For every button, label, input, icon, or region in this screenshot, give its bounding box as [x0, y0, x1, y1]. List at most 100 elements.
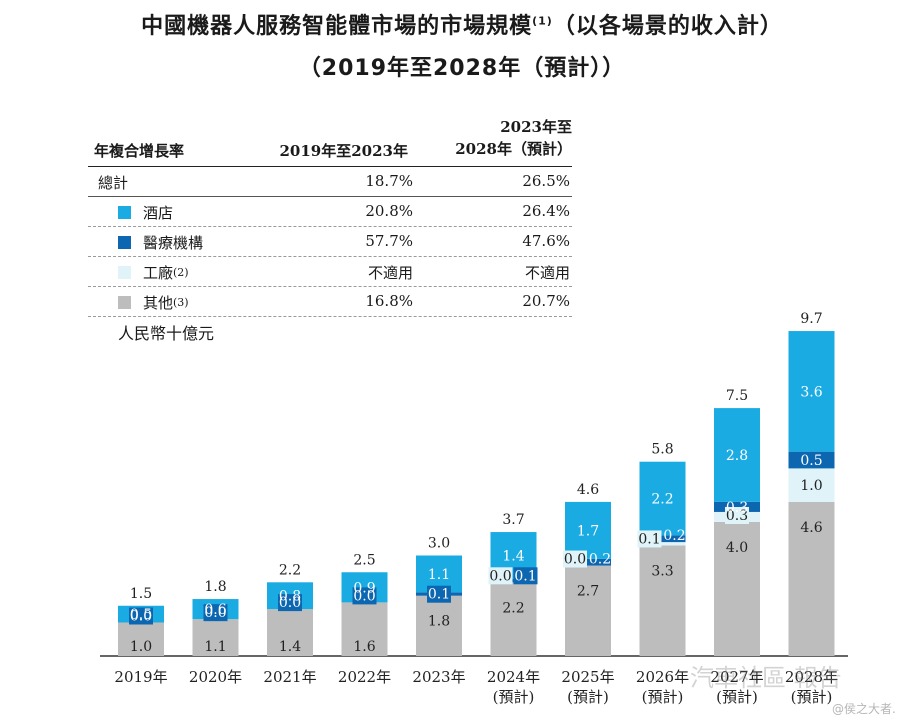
bar-segment-其他: [788, 501, 835, 656]
bar-segment-其他: [118, 622, 164, 656]
cagr-row-label: 醫療機構: [98, 232, 203, 253]
total-label: 1.8: [204, 579, 226, 595]
cagr-row: 總計 18.7% 26.5%: [88, 167, 572, 197]
value-label-其他: 1.6: [353, 639, 375, 655]
x-tick-label: (預計): [716, 688, 758, 706]
x-tick-label: 2028年: [785, 668, 838, 686]
value-label-其他: 3.3: [651, 563, 673, 579]
value-label-其他: 4.6: [800, 520, 822, 536]
cagr-row-label: 酒店: [98, 202, 173, 223]
cagr-row-label: 工廠 (2): [98, 262, 189, 283]
total-label: 5.8: [651, 442, 673, 458]
bar-segment-酒店: [788, 331, 835, 452]
cagr-row: 其他 (3) 16.8% 20.7%: [88, 287, 572, 317]
bar-segment-其他: [416, 595, 462, 656]
value-label-酒店: 1.7: [577, 523, 599, 539]
bar-segment-其他: [267, 609, 313, 656]
value-label-bg: [129, 607, 153, 625]
value-label-工廠: 0.3: [726, 508, 748, 524]
bar-segment-酒店: [565, 501, 611, 559]
cagr-value-2019-2023: 18.7%: [365, 172, 413, 190]
value-label-bg: [513, 567, 538, 585]
legend-swatch: [118, 266, 131, 279]
cagr-header: 年複合增長率 2019年至2023年 2023年至 2028年（預計）: [88, 112, 572, 166]
value-label-工廠: 1.0: [800, 478, 822, 494]
cagr-value-2019-2023: 57.7%: [365, 232, 413, 250]
cagr-value-2019-2023: 不適用: [367, 264, 413, 282]
cagr-value-2019-2023: 20.8%: [365, 202, 413, 220]
value-label-bg: [352, 587, 377, 605]
value-label-其他: 1.4: [279, 639, 301, 655]
bar-segment-工廠: [788, 468, 835, 502]
bar-segment-其他: [341, 602, 388, 656]
total-label: 2.2: [279, 562, 301, 578]
value-label-酒店: 2.8: [726, 448, 748, 464]
x-tick-label: 2027年: [710, 668, 763, 686]
bar-segment-酒店: [639, 461, 686, 536]
total-label: 2.5: [353, 552, 375, 568]
watermark-sub: @侯之大者.: [832, 702, 896, 716]
cagr-row: 酒店 20.8% 26.4%: [88, 197, 572, 227]
legend-swatch: [118, 236, 131, 249]
cagr-col1-header: 2019年至2023年: [279, 142, 409, 160]
bar-segment-其他: [192, 619, 239, 656]
x-tick-label: 2026年: [636, 668, 689, 686]
watermark: 汽車社區 報告: [690, 664, 842, 692]
legend-swatch: [118, 206, 131, 219]
x-tick-label: (預計): [642, 688, 684, 706]
value-label-酒店: 0.5: [130, 607, 152, 623]
total-label: 7.5: [726, 388, 748, 404]
x-tick-label: 2021年: [263, 668, 316, 686]
value-label-酒店: 1.4: [502, 549, 524, 565]
value-label-醫療機構: 0.3: [726, 500, 748, 516]
value-label-醫療機構: 0.0: [204, 605, 226, 621]
value-label-酒店: 2.2: [651, 492, 673, 508]
value-label-酒店: 0.6: [204, 602, 226, 618]
value-label-醫療機構: 0.2: [663, 528, 685, 544]
cagr-value-2023-2028: 20.7%: [522, 292, 570, 310]
value-label-醫療機構: 0.1: [514, 568, 536, 584]
cagr-row: 醫療機構 57.7% 47.6%: [88, 227, 572, 257]
unit-label: 人民幣十億元: [118, 324, 215, 343]
cagr-header-label: 年複合增長率: [94, 142, 185, 160]
chart-title-line1: 中國機器人服務智能體市場的市場規模(1)（以各場景的收入計）: [141, 14, 783, 39]
cagr-value-2023-2028: 26.4%: [522, 202, 570, 220]
value-label-醫療機構: 0.2: [589, 552, 611, 568]
value-label-bg: [563, 550, 587, 568]
value-label-酒店: 1.1: [428, 567, 450, 583]
cagr-row-label: 總計: [98, 174, 129, 192]
x-tick-label: 2022年: [338, 668, 391, 686]
value-label-其他: 2.2: [502, 600, 524, 616]
legend-swatch: [118, 296, 131, 309]
cagr-row: 工廠 (2) 不適用 不適用: [88, 257, 572, 287]
value-label-其他: 1.1: [204, 639, 226, 655]
value-label-工廠: 0.0: [564, 552, 586, 568]
value-label-醫療機構: 0.5: [800, 453, 822, 469]
value-label-酒店: 0.9: [353, 580, 375, 596]
bar-segment-醫療機構: [714, 501, 760, 512]
total-label: 3.0: [428, 536, 450, 552]
x-tick-label: (預計): [567, 688, 609, 706]
value-label-酒店: 3.6: [800, 384, 822, 400]
chart-title-line2: （2019年至2028年（預計））: [298, 56, 626, 81]
cagr-value-2023-2028: 26.5%: [522, 172, 570, 190]
cagr-table: 年複合增長率 2019年至2023年 2023年至 2028年（預計） 總計 18.…: [88, 112, 572, 317]
bar-segment-工廠: [639, 542, 686, 546]
value-label-其他: 1.0: [130, 639, 152, 655]
value-label-bg: [278, 594, 302, 612]
value-label-工廠: 0.0: [489, 568, 511, 584]
total-label: 3.7: [502, 512, 524, 528]
x-tick-label: (預計): [493, 688, 535, 706]
value-label-醫療機構: 0.0: [279, 595, 301, 611]
x-tick-label: 2023年: [412, 668, 465, 686]
value-label-bg: [203, 604, 228, 622]
value-label-醫療機構: 0.0: [130, 609, 152, 625]
cagr-value-2023-2028: 47.6%: [522, 232, 570, 250]
x-tick-label: 2020年: [189, 668, 242, 686]
bar-segment-酒店: [714, 408, 760, 502]
cagr-value-2023-2028: 不適用: [524, 264, 570, 282]
cagr-col2-header: 2023年至 2028年（預計）: [455, 118, 572, 158]
bar-segment-其他: [639, 545, 686, 656]
value-label-其他: 4.0: [726, 540, 748, 556]
